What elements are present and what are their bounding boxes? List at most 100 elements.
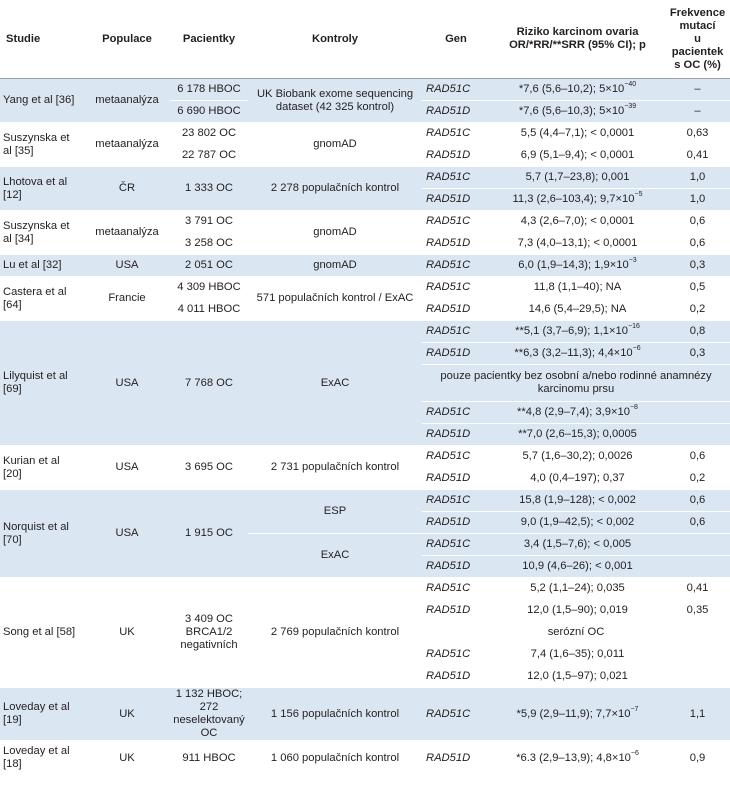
gene-cell: RAD51D — [422, 740, 490, 776]
patients-cell: 3 409 OC BRCA1/2 negativních — [170, 577, 248, 688]
risk-cell: 7,3 (4,0–13,1); < 0,0001 — [490, 232, 665, 255]
risk-exponent: −16 — [628, 323, 640, 331]
population-cell: metaanalýza — [84, 122, 170, 167]
frequency-cell: – — [665, 78, 730, 101]
frequency-cell: 0,5 — [665, 276, 730, 299]
patients-cell: 3 695 OC — [170, 445, 248, 490]
frequency-cell: 1,0 — [665, 166, 730, 189]
risk-cell: 5,7 (1,6–30,2); 0,0026 — [490, 445, 665, 468]
frequency-cell — [665, 533, 730, 556]
risk-cell: **6,3 (3,2–11,3); 4,4×10−6 — [490, 342, 665, 365]
frequency-cell — [665, 643, 730, 666]
frequency-cell: 0,3 — [665, 254, 730, 277]
gene-cell: RAD51D — [422, 555, 490, 578]
frequency-cell — [665, 401, 730, 424]
gene-cell: RAD51C — [422, 276, 490, 299]
frequency-cell: 0,6 — [665, 210, 730, 233]
table-row: Lilyquist et al [69] USA 7 768 OC ExAC R… — [0, 320, 730, 446]
gene-cell: RAD51C — [422, 643, 490, 666]
study-cell: Castera et al [64] — [0, 276, 84, 321]
gene-cell: RAD51C — [422, 577, 490, 600]
gene-cell: RAD51C — [422, 533, 490, 556]
table-row: RAD51D 12,0 (1,5–97); 0,021 — [0, 665, 730, 688]
study-cell: Loveday et al [18] — [0, 740, 84, 776]
controls-cell: 571 populačních kontrol / ExAC — [248, 276, 422, 321]
col-freq-line1: Frekvence — [669, 6, 726, 19]
frequency-cell: 0,63 — [665, 122, 730, 145]
table-row: pouze pacientky bez osobní a/nebo rodinn… — [0, 364, 730, 402]
study-cell: Kurian et al [20] — [0, 445, 84, 490]
risk-cell: 15,8 (1,9–128); < 0,002 — [490, 489, 665, 512]
table-row: RAD51D 12,0 (1,5–90); 0,019 0,35 — [0, 599, 730, 622]
col-controls: Kontroly — [248, 0, 422, 79]
risk-cell: 14,6 (5,4–29,5); NA — [490, 298, 665, 321]
population-cell: UK — [84, 687, 170, 741]
controls-cell: gnomAD — [248, 122, 422, 167]
risk-cell: 4,3 (2,6–7,0); < 0,0001 — [490, 210, 665, 233]
table-row: Lhotova et al [12] ČR 1 333 OC 2 278 pop… — [0, 166, 730, 211]
patients-cell: 2 051 OC — [170, 254, 248, 277]
table-row: Song et al [58] UK 3 409 OC BRCA1/2 nega… — [0, 577, 730, 688]
risk-exponent: −40 — [624, 81, 637, 89]
gene-cell: RAD51C — [422, 445, 490, 468]
frequency-cell: 1,0 — [665, 188, 730, 211]
patients-cell: 7 768 OC — [170, 320, 248, 446]
population-cell: USA — [84, 489, 170, 578]
gene-cell: RAD51D — [422, 511, 490, 534]
frequency-cell: 0,9 — [665, 740, 730, 776]
risk-exponent: −6 — [630, 749, 639, 757]
frequency-cell: 0,6 — [665, 489, 730, 512]
risk-exponent: −3 — [628, 257, 637, 265]
table-row: Castera et al [64] Francie 4 309 HBOC 57… — [0, 276, 730, 321]
col-freq-line4: s OC (%) — [674, 58, 721, 71]
risk-cell: 11,3 (2,6–103,4); 9,7×10−5 — [490, 188, 665, 211]
risk-exponent: −39 — [624, 103, 637, 111]
population-cell: USA — [84, 320, 170, 446]
gene-cell: RAD51D — [422, 599, 490, 622]
frequency-cell — [665, 423, 730, 446]
gene-cell: RAD51D — [422, 232, 490, 255]
frequency-cell — [665, 665, 730, 688]
table-row: RAD51D 10,9 (4,6–26); < 0,001 — [0, 555, 730, 578]
population-cell: UK — [84, 740, 170, 776]
subgroup-note: pouze pacientky bez osobní a/nebo rodinn… — [422, 364, 730, 402]
gene-cell: RAD51C — [422, 210, 490, 233]
controls-cell: 1 060 populačních kontrol — [248, 740, 422, 776]
table-row: RAD51D 9,0 (1,9–42,5); < 0,002 0,6 — [0, 511, 730, 534]
table-row: Loveday et al [18] UK 911 HBOC 1 060 pop… — [0, 740, 730, 776]
subgroup-note: serózní OC — [422, 621, 730, 644]
risk-cell: 10,9 (4,6–26); < 0,001 — [490, 555, 665, 578]
controls-cell: gnomAD — [248, 210, 422, 255]
col-risk-line1: Riziko karcinom ovaria — [516, 26, 639, 38]
patients-cell: 3 258 OC — [170, 232, 248, 255]
risk-cell: **7,0 (2,6–15,3); 0,0005 — [490, 423, 665, 446]
population-cell: metaanalýza — [84, 210, 170, 255]
patients-cell: 1 333 OC — [170, 166, 248, 211]
table-row: RAD51C 7,4 (1,6–35); 0,011 — [0, 643, 730, 666]
patients-cell: 1 132 HBOC; 272 neselektovaný OC — [170, 687, 248, 741]
risk-cell: *5,9 (2,9–11,9); 7,7×10−7 — [490, 687, 665, 741]
gene-cell: RAD51C — [422, 320, 490, 343]
frequency-cell: 0,6 — [665, 232, 730, 255]
risk-cell: 5,5 (4,4–7,1); < 0,0001 — [490, 122, 665, 145]
frequency-cell: 1,1 — [665, 687, 730, 741]
risk-value: **5,1 (3,7–6,9); 1,1×10 — [515, 325, 629, 337]
study-cell: Suszynska et al [34] — [0, 210, 84, 255]
gene-cell: RAD51D — [422, 423, 490, 446]
risk-cell: **5,1 (3,7–6,9); 1,1×10−16 — [490, 320, 665, 343]
gene-cell: RAD51C — [422, 489, 490, 512]
patients-cell: 6 178 HBOC — [170, 78, 248, 101]
gene-cell: RAD51D — [422, 100, 490, 123]
risk-cell: 6,9 (5,1–9,4); < 0,0001 — [490, 144, 665, 167]
study-cell: Suszynska et al [35] — [0, 122, 84, 167]
frequency-cell: 0,3 — [665, 342, 730, 365]
frequency-cell: 0,6 — [665, 511, 730, 534]
controls-cell: UK Biobank exome sequencing dataset (42 … — [248, 78, 422, 123]
risk-cell: 6,0 (1,9–14,3); 1,9×10−3 — [490, 254, 665, 277]
frequency-cell: 0,6 — [665, 445, 730, 468]
study-cell: Song et al [58] — [0, 577, 84, 688]
col-risk: Riziko karcinom ovaria OR/*RR/**SRR (95%… — [490, 0, 665, 79]
table-row: 4 011 HBOC RAD51D 14,6 (5,4–29,5); NA 0,… — [0, 298, 730, 321]
study-cell: Loveday et al [19] — [0, 687, 84, 741]
col-freq-line2: mutací — [679, 19, 716, 32]
